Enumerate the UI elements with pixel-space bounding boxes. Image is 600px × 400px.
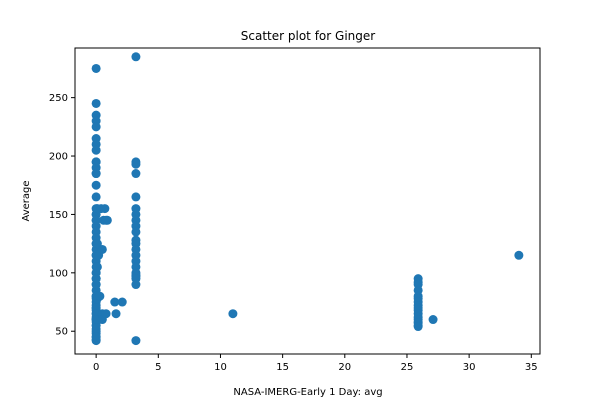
data-point [91, 169, 101, 179]
x-tick-label: 15 [276, 362, 289, 373]
data-point [131, 192, 141, 202]
data-point [97, 244, 107, 254]
data-point [413, 322, 423, 332]
data-point [131, 159, 141, 169]
data-point [91, 63, 101, 73]
data-point [91, 274, 101, 284]
data-points [91, 52, 524, 346]
data-point [428, 315, 438, 325]
data-point [131, 169, 141, 179]
y-tick-label: 150 [49, 210, 68, 221]
x-tick-label: 30 [463, 362, 476, 373]
y-tick-label: 200 [49, 152, 68, 163]
x-axis-ticks: 0 5 10 15 20 25 30 35 [93, 354, 538, 373]
data-point [91, 98, 101, 108]
data-point [101, 309, 111, 319]
data-point [92, 262, 102, 272]
data-point [131, 336, 141, 346]
y-tick-label: 50 [55, 327, 68, 338]
x-tick-label: 35 [525, 362, 538, 373]
y-axis-ticks: 50 100 150 200 250 [49, 93, 75, 338]
y-tick-label: 250 [49, 93, 68, 104]
x-tick-label: 10 [214, 362, 227, 373]
x-tick-label: 20 [338, 362, 351, 373]
data-point [91, 332, 101, 342]
x-axis-label: NASA-IMERG-Early 1 Day: avg [233, 387, 382, 398]
y-tick-label: 100 [49, 268, 68, 279]
data-point [131, 280, 141, 290]
data-point [102, 215, 112, 225]
data-point [131, 227, 141, 237]
data-point [131, 52, 141, 62]
x-tick-label: 25 [401, 362, 414, 373]
chart-title: Scatter plot for Ginger [241, 29, 375, 43]
data-point [117, 297, 127, 307]
data-point [100, 204, 110, 214]
data-point [95, 291, 105, 301]
y-axis-label: Average [21, 180, 32, 221]
data-point [91, 180, 101, 190]
data-point [228, 309, 238, 319]
data-point [111, 309, 121, 319]
x-tick-label: 5 [155, 362, 161, 373]
data-point [91, 157, 101, 167]
data-point [92, 239, 102, 249]
data-point [110, 297, 120, 307]
data-point [91, 192, 101, 202]
data-point [91, 215, 101, 225]
x-tick-label: 0 [93, 362, 99, 373]
data-point [91, 122, 101, 132]
plot-frame [74, 47, 541, 355]
data-point [91, 145, 101, 155]
data-point [514, 250, 524, 260]
data-point [91, 315, 101, 325]
